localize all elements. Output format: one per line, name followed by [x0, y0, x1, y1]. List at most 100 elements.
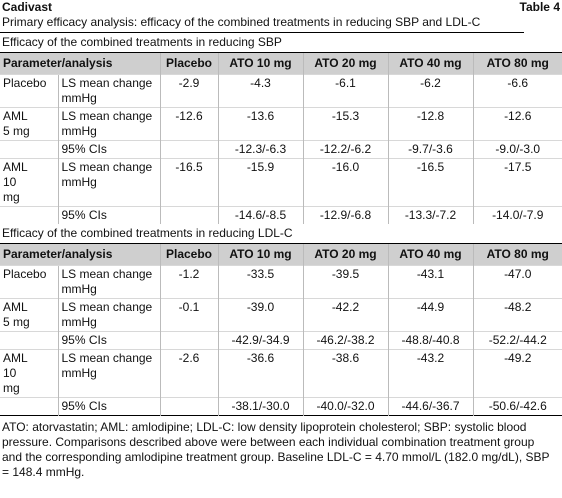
group-cell — [0, 331, 58, 350]
table-row: AML 5 mg LS mean change mmHg -0.1 -39.0 -42.… — [0, 298, 562, 332]
value-cell — [159, 206, 218, 224]
value-cell: -44.9 — [387, 298, 473, 332]
value-cell: -2.6 — [159, 349, 218, 398]
value-cell: -44.6/-36.7 — [387, 397, 473, 416]
analysis-label: 95% CIs — [61, 142, 107, 156]
group-cell: Placebo — [0, 74, 58, 108]
table-row: AML 10 mg LS mean change mmHg -16.5 -15.9 -1… — [0, 158, 562, 207]
value-cell: -15.9 — [217, 158, 303, 207]
column-header: ATO 10 mg — [217, 53, 303, 75]
value-cell: -12.2/-6.2 — [302, 140, 388, 159]
column-header: ATO 40 mg — [387, 53, 473, 75]
analysis-cell: LS mean change mmHg — [57, 74, 160, 108]
value-cell — [159, 140, 218, 159]
header: Cadivast Table 4 — [0, 0, 562, 15]
value-cell: -50.6/-42.6 — [472, 397, 562, 416]
table-row: 95% CIs -12.3/-6.3 -12.2/-6.2 -9.7/-3.6 -9.0… — [0, 140, 562, 159]
group-cell: Placebo — [0, 265, 58, 299]
value-cell: -16.5 — [159, 158, 218, 207]
analysis-label: LS mean change mmHg — [61, 351, 153, 380]
value-cell: -46.2/-38.2 — [302, 331, 388, 350]
table-row: Placebo LS mean change mmHg -2.9 -4.3 -6.1 -6… — [0, 74, 562, 108]
analysis-cell: 95% CIs — [57, 331, 160, 350]
group-label: Placebo — [3, 267, 47, 281]
value-cell: -38.1/-30.0 — [217, 397, 303, 416]
footnote: ATO: atorvastatin; AML: amlodipine; LDL-… — [2, 420, 550, 479]
value-cell: -6.6 — [472, 74, 562, 108]
analysis-cell: 95% CIs — [57, 397, 160, 416]
value-cell: -15.3 — [302, 107, 388, 141]
data-table: Parameter/analysis Placebo ATO 10 mg ATO 20… — [0, 53, 562, 224]
analysis-cell: LS mean change mmHg — [57, 107, 160, 141]
column-header: Placebo — [159, 244, 218, 266]
column-header: ATO 10 mg — [217, 244, 303, 266]
analysis-cell: 95% CIs — [57, 140, 160, 159]
value-cell: -38.6 — [302, 349, 388, 398]
table-row: AML 10 mg LS mean change mmHg -2.6 -36.6 -38… — [0, 349, 562, 398]
value-cell: -39.5 — [302, 265, 388, 299]
value-cell: -14.6/-8.5 — [217, 206, 303, 224]
value-cell: -12.9/-6.8 — [302, 206, 388, 224]
value-cell: -4.3 — [217, 74, 303, 108]
brand: Cadivast — [2, 0, 53, 14]
table-row: 95% CIs -38.1/-30.0 -40.0/-32.0 -44.6/-36.7… — [0, 397, 562, 416]
analysis-label: 95% CIs — [61, 399, 107, 413]
value-cell: -12.6 — [159, 107, 218, 141]
analysis-label: LS mean change mmHg — [61, 76, 153, 105]
value-cell: -48.2 — [472, 298, 562, 332]
group-cell — [0, 206, 58, 224]
analysis-label: LS mean change mmHg — [61, 160, 153, 189]
value-cell: -48.8/-40.8 — [387, 331, 473, 350]
analysis-label: LS mean change mmHg — [61, 300, 153, 329]
table-row: 95% CIs -14.6/-8.5 -12.9/-6.8 -13.3/-7.2 -14… — [0, 206, 562, 224]
value-cell: -0.1 — [159, 298, 218, 332]
data-table: Parameter/analysis Placebo ATO 10 mg ATO 20… — [0, 244, 562, 416]
column-header: Parameter/analysis — [0, 53, 160, 75]
column-header: Placebo — [159, 53, 218, 75]
value-cell: -13.3/-7.2 — [387, 206, 473, 224]
value-cell: -12.8 — [387, 107, 473, 141]
value-cell: -2.9 — [159, 74, 218, 108]
analysis-cell: LS mean change mmHg — [57, 349, 160, 398]
analysis-label: 95% CIs — [61, 333, 107, 347]
column-header: ATO 40 mg — [387, 244, 473, 266]
group-label: AML 10 mg — [3, 160, 28, 204]
group-label: AML 10 mg — [3, 351, 28, 395]
value-cell: -43.2 — [387, 349, 473, 398]
analysis-label: LS mean change mmHg — [61, 267, 153, 296]
value-cell: -13.6 — [217, 107, 303, 141]
analysis-cell: LS mean change mmHg — [57, 265, 160, 299]
analysis-label: LS mean change mmHg — [61, 109, 153, 138]
value-cell: -42.9/-34.9 — [217, 331, 303, 350]
value-cell: -9.7/-3.6 — [387, 140, 473, 159]
value-cell: -49.2 — [472, 349, 562, 398]
table-row: 95% CIs -42.9/-34.9 -46.2/-38.2 -48.8/-40.8… — [0, 331, 562, 350]
value-cell — [159, 331, 218, 350]
value-cell: -14.0/-7.9 — [472, 206, 562, 224]
value-cell: -1.2 — [159, 265, 218, 299]
value-cell: -36.6 — [217, 349, 303, 398]
value-cell: -16.0 — [302, 158, 388, 207]
value-cell: -16.5 — [387, 158, 473, 207]
group-cell — [0, 140, 58, 159]
value-cell: -40.0/-32.0 — [302, 397, 388, 416]
table-body: Efficacy of the combined treatments in r… — [0, 33, 562, 416]
value-cell: -43.1 — [387, 265, 473, 299]
table-row: Placebo LS mean change mmHg -1.2 -33.5 -39.5… — [0, 265, 562, 299]
analysis-cell: LS mean change mmHg — [57, 298, 160, 332]
header-row: Parameter/analysis Placebo ATO 10 mg ATO 20… — [0, 53, 562, 75]
group-cell: AML 5 mg — [0, 107, 58, 141]
section-title: Efficacy of the combined treatments in r… — [0, 33, 562, 53]
group-cell: AML 10 mg — [0, 158, 58, 207]
value-cell: -33.5 — [217, 265, 303, 299]
value-cell: -9.0/-3.0 — [472, 140, 562, 159]
group-cell — [0, 397, 58, 416]
group-label: AML 5 mg — [3, 300, 30, 329]
column-header: ATO 80 mg — [472, 53, 562, 75]
value-cell: -17.5 — [472, 158, 562, 207]
group-label: AML 5 mg — [3, 109, 30, 138]
group-cell: AML 10 mg — [0, 349, 58, 398]
table-label: Table 4 — [519, 0, 560, 14]
column-header: ATO 20 mg — [302, 244, 388, 266]
